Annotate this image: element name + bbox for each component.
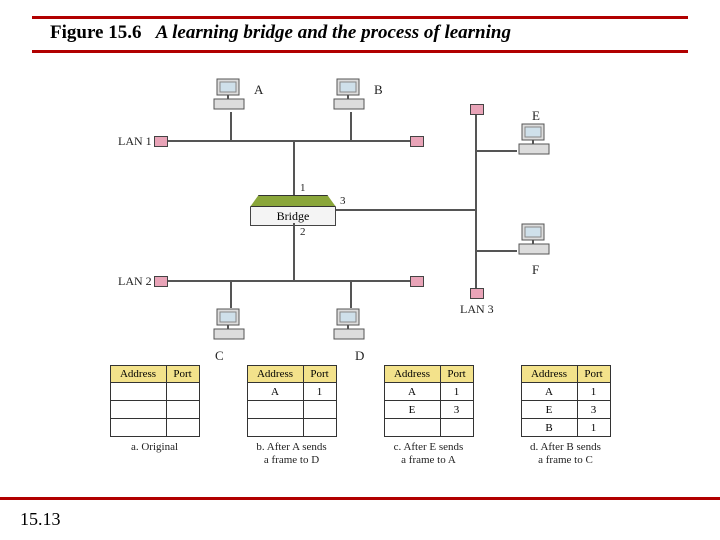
lan2-end-right	[410, 276, 424, 287]
caption-c: c. After E sendsa frame to A	[394, 441, 464, 466]
lan1-label: LAN 1	[118, 134, 152, 149]
table-b: AddressPort A1 b. After A sendsa frame t…	[237, 365, 346, 475]
th-port: Port	[303, 366, 336, 383]
host-c	[210, 305, 250, 345]
lan2-label: LAN 2	[118, 274, 152, 289]
title-underline	[32, 50, 688, 53]
th-addr: Address	[384, 366, 440, 383]
table-c: AddressPort A1 E3 c. After E sendsa fram…	[374, 365, 483, 475]
lan3-end-top	[470, 104, 484, 115]
host-f	[515, 220, 555, 260]
host-a	[210, 75, 250, 115]
figure-caption: A learning bridge and the process of lea…	[156, 22, 511, 43]
top-rule	[32, 16, 688, 19]
caption-a: a. Original	[131, 441, 178, 454]
network-diagram: LAN 1 LAN 2 LAN 3 A B C D E F Brid	[100, 70, 620, 360]
drop-a	[230, 112, 232, 140]
host-a-label: A	[254, 82, 263, 98]
lan1-end-left	[154, 136, 168, 147]
bridge-port1-link	[293, 142, 295, 195]
lan2-end-left	[154, 276, 168, 287]
host-d-label: D	[355, 348, 364, 364]
bridge-port2-link	[293, 223, 295, 280]
port2-label: 2	[300, 226, 306, 238]
drop-f	[477, 250, 517, 252]
learning-tables: AddressPort a. Original AddressPort A1 b…	[100, 365, 620, 475]
host-e	[515, 120, 555, 160]
th-addr: Address	[247, 366, 303, 383]
figure-title: Figure 15.6 A learning bridge and the pr…	[50, 22, 511, 44]
table-d: AddressPort A1 E3 B1 d. After B sendsa f…	[511, 365, 620, 475]
caption-b: b. After A sendsa frame to D	[256, 441, 326, 466]
th-port: Port	[440, 366, 473, 383]
host-d	[330, 305, 370, 345]
page-number: 15.13	[20, 509, 61, 530]
lan2-bus	[160, 280, 415, 282]
host-f-label: F	[532, 262, 539, 278]
table-a: AddressPort a. Original	[100, 365, 209, 475]
lan3-label: LAN 3	[460, 302, 494, 317]
bottom-rule	[0, 497, 720, 500]
th-port: Port	[577, 366, 610, 383]
drop-b	[350, 112, 352, 140]
drop-d	[350, 282, 352, 308]
drop-e	[477, 150, 517, 152]
drop-c	[230, 282, 232, 308]
th-addr: Address	[110, 366, 166, 383]
host-b	[330, 75, 370, 115]
host-e-label: E	[532, 108, 540, 124]
bridge: Bridge	[250, 195, 336, 226]
port3-label: 3	[340, 195, 346, 207]
lan3-bus	[475, 110, 477, 290]
lan1-end-right	[410, 136, 424, 147]
figure-number: Figure 15.6	[50, 22, 141, 43]
host-c-label: C	[215, 348, 224, 364]
lan1-bus	[160, 140, 415, 142]
lan3-end-bottom	[470, 288, 484, 299]
th-port: Port	[166, 366, 199, 383]
bridge-port3-link	[336, 209, 475, 211]
host-b-label: B	[374, 82, 383, 98]
th-addr: Address	[521, 366, 577, 383]
caption-d: d. After B sendsa frame to C	[530, 441, 601, 466]
port1-label: 1	[300, 182, 306, 194]
